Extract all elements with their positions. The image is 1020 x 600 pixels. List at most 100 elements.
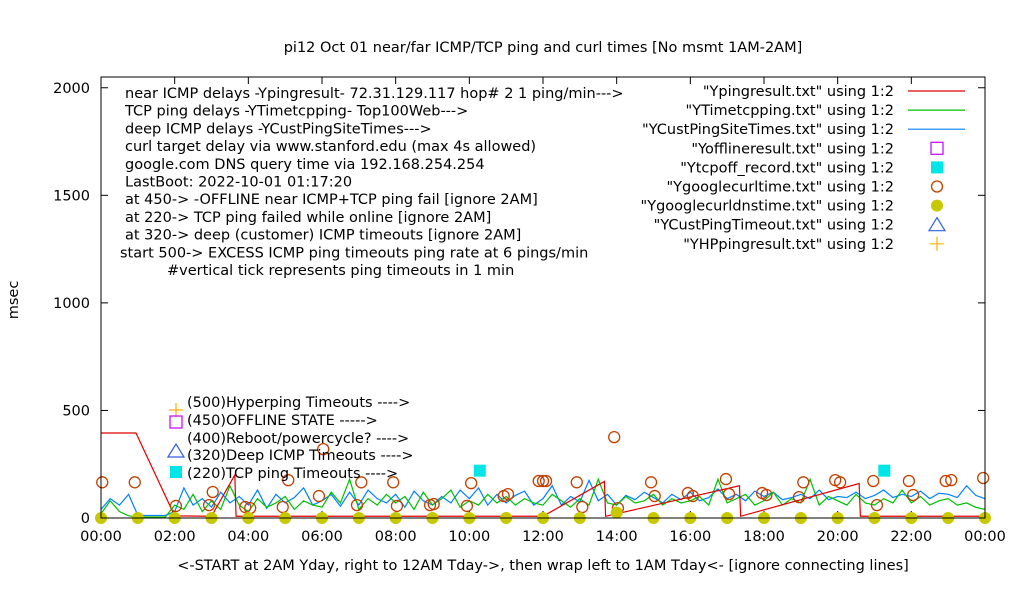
series-line-2	[100, 478, 986, 517]
data-point-open-circle	[350, 498, 364, 512]
data-point-open-circle	[96, 476, 109, 489]
data-point-open-circle	[387, 476, 400, 489]
info-line: #vertical tick represents ping timeouts …	[167, 263, 514, 279]
data-point-open-circle	[722, 487, 736, 501]
info-line: at 320-> deep (customer) ICMP timeouts […	[125, 228, 521, 244]
data-point-open-circle	[276, 500, 289, 514]
data-point-open-circle	[945, 473, 958, 487]
x-tick-label: 00:00	[964, 529, 1006, 545]
info-line: curl target delay via www.stanford.edu (…	[125, 139, 536, 155]
x-tick-label: 20:00	[817, 529, 859, 545]
data-point-open-circle	[206, 485, 219, 499]
data-point-open-circle	[760, 488, 773, 502]
x-tick-label: 16:00	[669, 529, 711, 545]
data-point-open-circle	[719, 472, 733, 486]
data-point-open-circle	[539, 474, 553, 488]
x-tick-label: 00:00	[80, 529, 122, 545]
data-point-open-circle	[833, 476, 847, 489]
filled-square-icon	[170, 466, 182, 478]
data-point-filled-circle	[610, 506, 623, 519]
info-line: LastBoot: 2022-10-01 01:17:20	[125, 175, 352, 191]
legend-label: "Yofflineresult.txt" using 1:2	[691, 141, 894, 157]
info-line: google.com DNS query time via 192.168.25…	[125, 157, 485, 173]
data-point-open-circle	[686, 489, 699, 503]
marker-key: (500)Hyperping Timeouts ----> (450)OFFLIN…	[166, 395, 414, 482]
legend-symbol	[931, 161, 943, 174]
marker-key-label: (220)TCP ping Timeouts ---->	[187, 466, 398, 482]
x-tick-label: 14:00	[596, 529, 638, 545]
data-point-filled-square	[878, 464, 891, 477]
info-line: deep ICMP delays -YCustPingSiteTimes--->	[125, 121, 432, 137]
info-line: start 500-> EXCESS ICMP ping timeouts pi…	[120, 245, 588, 261]
data-point-open-circle	[797, 476, 810, 489]
y-tick-label: 0	[81, 511, 90, 527]
info-line: near ICMP delays -Ypingresult- 72.31.129…	[125, 86, 624, 102]
data-point-open-circle	[644, 476, 658, 489]
legend-symbol	[927, 216, 947, 232]
x-tick-label: 04:00	[227, 529, 269, 545]
marker-key-label: (400)Reboot/powercycle? ---->	[187, 431, 409, 447]
triangle-icon	[166, 442, 186, 458]
data-point-open-circle	[202, 498, 216, 512]
data-point-open-circle	[532, 474, 545, 488]
data-point-open-circle	[536, 474, 550, 488]
legend-label: "Ygooglecurltime.txt" using 1:2	[667, 180, 895, 196]
data-point-open-circle	[282, 473, 295, 487]
y-tick-label: 1500	[53, 188, 90, 204]
data-point-open-circle	[939, 474, 952, 488]
data-point-open-circle	[792, 490, 806, 504]
x-tick-label: 18:00	[743, 529, 785, 545]
data-point-open-circle	[867, 474, 880, 488]
data-point-open-circle	[870, 498, 884, 512]
info-text-block: near ICMP delays -Ypingresult- 72.31.129…	[120, 86, 624, 279]
y-axis-label: msec	[6, 281, 22, 320]
legend-label: "Ygooglecurldnstime.txt" using 1:2	[641, 199, 894, 215]
legend-label: "YCustPingTimeout.txt" using 1:2	[654, 218, 894, 234]
x-tick-label: 12:00	[522, 529, 564, 545]
data-point-open-circle	[576, 500, 589, 514]
info-line: at 220-> TCP ping failed while online [i…	[125, 210, 491, 226]
marker-key-label: (320)Deep ICMP Timeouts ---->	[187, 448, 414, 464]
info-line: at 450-> -OFFLINE near ICMP+TCP ping fai…	[125, 192, 538, 208]
legend: "Ypingresult.txt" using 1:2 "YTimetcpping…	[641, 84, 965, 253]
legend-label: "Ytcpoff_record.txt" using 1:2	[680, 160, 894, 176]
marker-key-label: (500)Hyperping Timeouts ---->	[187, 395, 410, 411]
legend-label: "YHPpingresult.txt" using 1:2	[683, 237, 894, 253]
series-line-0	[101, 432, 985, 518]
data-point-open-circle	[460, 499, 474, 513]
data-point-open-circle	[608, 430, 621, 444]
legend-symbol	[930, 141, 944, 155]
x-axis-label: <-START at 2AM Yday, right to 12AM Tday-…	[177, 558, 909, 574]
plot-frame	[100, 76, 986, 519]
data-point-open-circle	[648, 489, 661, 503]
x-tick-label: 06:00	[301, 529, 343, 545]
data-point-open-circle	[977, 471, 990, 485]
legend-label: "YTimetcpping.txt" using 1:2	[686, 103, 894, 119]
x-tick-label: 02:00	[154, 529, 196, 545]
data-point-open-circle	[390, 499, 404, 513]
data-point-open-circle	[312, 489, 326, 503]
y-tick-label: 1000	[53, 296, 90, 312]
data-point-open-circle	[465, 477, 478, 490]
data-point-open-circle	[169, 499, 183, 513]
data-point-filled-square	[473, 464, 486, 477]
data-point-open-circle	[907, 488, 920, 502]
legend-symbol	[930, 236, 944, 251]
data-point-open-circle	[501, 487, 515, 501]
legend-label: "YCustPingSiteTimes.txt" using 1:2	[642, 122, 894, 138]
data-point-open-circle	[355, 476, 368, 489]
y-tick-label: 2000	[53, 81, 90, 97]
y-tick-label: 500	[62, 403, 90, 419]
open-square-icon	[169, 415, 183, 429]
chart-title: pi12 Oct 01 near/far ICMP/TCP ping and c…	[284, 40, 803, 56]
plus-icon	[169, 403, 183, 417]
axis-ticks: 00:00 02:00 04:00 06:00 08:00 10:00 12:00 14:00…	[53, 77, 1006, 545]
info-line: TCP ping delays -YTimetcpping- Top100Web…	[124, 104, 468, 120]
x-tick-label: 10:00	[448, 529, 490, 545]
legend-label: "Ypingresult.txt" using 1:2	[703, 84, 894, 100]
legend-symbol	[930, 180, 944, 193]
data-point-open-circle	[128, 476, 141, 489]
legend-symbol	[931, 199, 943, 212]
data-point-open-circle	[317, 443, 330, 456]
